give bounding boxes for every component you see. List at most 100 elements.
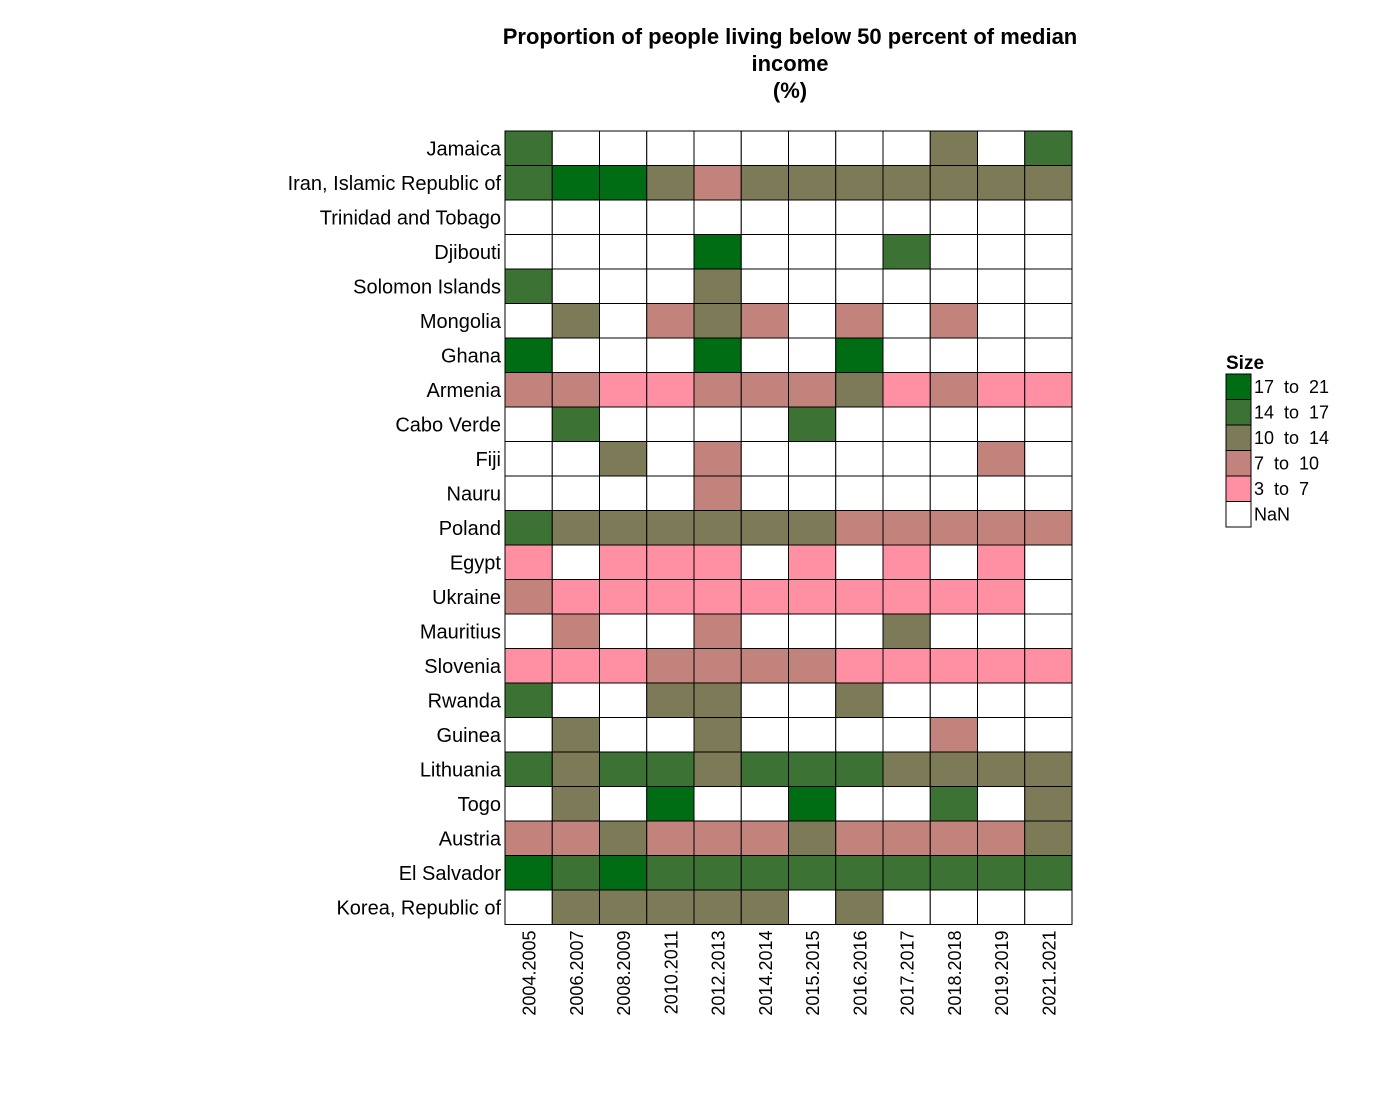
heatmap-cell: [504, 544, 553, 580]
heatmap-cell: [835, 199, 884, 235]
heatmap-cell: [693, 165, 742, 201]
chart-title-line: Proportion of people living below 50 per…: [503, 24, 1078, 49]
heatmap-cell: [882, 337, 931, 373]
heatmap-cell: [882, 786, 931, 822]
heatmap-cell: [740, 130, 789, 166]
heatmap-cell: [646, 441, 695, 477]
heatmap-cell: [788, 303, 837, 339]
heatmap-cell: [646, 165, 695, 201]
legend-label: NaN: [1254, 505, 1290, 525]
heatmap-cell: [551, 682, 600, 718]
heatmap-cells: [504, 130, 1073, 925]
row-label: Guinea: [437, 725, 502, 747]
heatmap-cell: [504, 648, 553, 684]
heatmap-cell: [788, 234, 837, 270]
heatmap-cell: [504, 268, 553, 304]
heatmap-cell: [599, 165, 648, 201]
heatmap-cell: [835, 441, 884, 477]
heatmap-cell: [788, 613, 837, 649]
heatmap-cell: [835, 613, 884, 649]
heatmap-cell: [929, 303, 978, 339]
heatmap-cell: [740, 303, 789, 339]
heatmap-cell: [646, 234, 695, 270]
heatmap-cell: [599, 510, 648, 546]
heatmap-cell: [977, 751, 1026, 787]
legend-label: 7 to 10: [1254, 454, 1319, 474]
heatmap-cell: [929, 717, 978, 753]
heatmap-cell: [551, 234, 600, 270]
heatmap-cell: [740, 268, 789, 304]
heatmap-cell: [504, 130, 553, 166]
heatmap-cell: [504, 786, 553, 822]
heatmap-cell: [693, 682, 742, 718]
heatmap-cell: [1024, 510, 1073, 546]
heatmap-cell: [788, 475, 837, 511]
chart-title: Proportion of people living below 50 per…: [503, 24, 1078, 103]
heatmap-cell: [599, 648, 648, 684]
heatmap-cell: [551, 510, 600, 546]
column-label: 2016.2016: [850, 931, 870, 1016]
heatmap-cell: [1024, 579, 1073, 615]
heatmap-cell: [977, 579, 1026, 615]
heatmap-cell: [646, 406, 695, 442]
heatmap-cell: [1024, 406, 1073, 442]
heatmap-cell: [788, 751, 837, 787]
heatmap-cell: [740, 441, 789, 477]
heatmap-cell: [504, 475, 553, 511]
heatmap-cell: [1024, 717, 1073, 753]
heatmap-cell: [882, 441, 931, 477]
row-label: Rwanda: [428, 690, 502, 712]
row-label: Djibouti: [434, 242, 501, 264]
heatmap-cell: [1024, 682, 1073, 718]
heatmap-cell: [977, 889, 1026, 925]
heatmap-cell: [835, 130, 884, 166]
column-label: 2006.2007: [567, 931, 587, 1016]
heatmap-cell: [788, 165, 837, 201]
heatmap-cell: [693, 544, 742, 580]
heatmap-cell: [882, 165, 931, 201]
heatmap-cell: [929, 855, 978, 891]
heatmap-cell: [551, 303, 600, 339]
heatmap-cell: [599, 234, 648, 270]
heatmap-cell: [977, 544, 1026, 580]
heatmap-cell: [835, 234, 884, 270]
heatmap-cell: [835, 303, 884, 339]
heatmap-cell: [551, 579, 600, 615]
heatmap-cell: [788, 579, 837, 615]
heatmap-cell: [929, 268, 978, 304]
heatmap-cell: [599, 199, 648, 235]
heatmap-cell: [599, 406, 648, 442]
heatmap-cell: [740, 648, 789, 684]
row-label: Mongolia: [420, 311, 502, 333]
heatmap-cell: [551, 130, 600, 166]
heatmap-cell: [599, 751, 648, 787]
heatmap-cell: [504, 820, 553, 856]
heatmap-cell: [835, 165, 884, 201]
heatmap-cell: [740, 820, 789, 856]
heatmap-cell: [693, 648, 742, 684]
heatmap-cell: [882, 372, 931, 408]
heatmap-cell: [929, 648, 978, 684]
heatmap-cell: [882, 820, 931, 856]
heatmap-cell: [835, 268, 884, 304]
legend-label: 10 to 14: [1254, 428, 1329, 448]
heatmap-cell: [504, 303, 553, 339]
heatmap-cell: [551, 165, 600, 201]
heatmap-cell: [646, 544, 695, 580]
heatmap-cell: [788, 372, 837, 408]
heatmap-cell: [882, 751, 931, 787]
heatmap-cell: [646, 820, 695, 856]
heatmap-cell: [835, 406, 884, 442]
heatmap-cell: [740, 510, 789, 546]
row-label: Egypt: [450, 552, 502, 574]
heatmap-cell: [599, 372, 648, 408]
heatmap-cell: [835, 579, 884, 615]
heatmap-cell: [693, 579, 742, 615]
heatmap-cell: [693, 820, 742, 856]
heatmap-cell: [693, 337, 742, 373]
heatmap-cell: [693, 613, 742, 649]
row-label: Iran, Islamic Republic of: [288, 173, 502, 195]
heatmap-cell: [882, 889, 931, 925]
heatmap-cell: [929, 751, 978, 787]
heatmap-cell: [929, 199, 978, 235]
